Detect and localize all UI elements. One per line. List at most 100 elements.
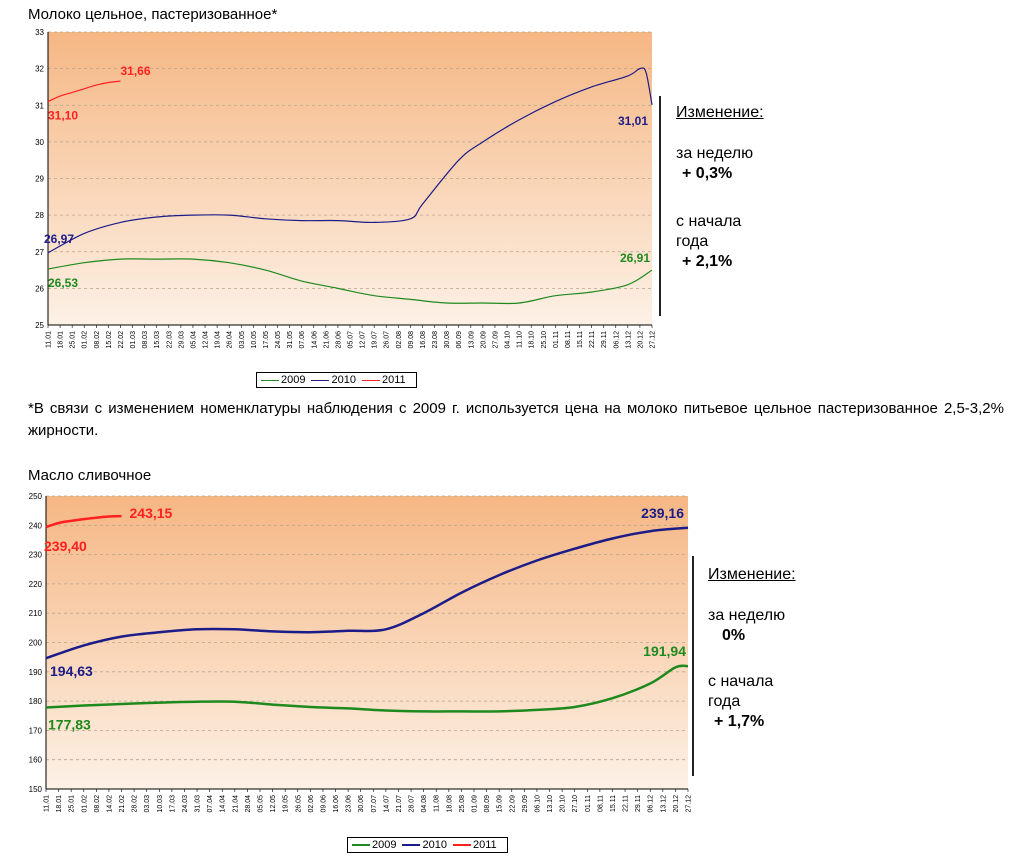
x-tick-label: 05.07 — [348, 331, 355, 349]
x-tick-label: 22.11 — [589, 331, 596, 348]
x-tick-label: 13.09 — [468, 331, 475, 349]
x-tick-label: 19.05 — [283, 795, 290, 813]
legend-label-2011: 2011 — [381, 374, 406, 386]
x-tick-label: 25.01 — [69, 795, 76, 813]
x-tick-label: 09.08 — [408, 331, 415, 349]
x-tick-label: 06.09 — [456, 331, 463, 349]
legend-swatch-2009 — [352, 844, 370, 846]
x-tick-label: 31.03 — [195, 795, 202, 813]
legend-swatch-2010 — [402, 844, 421, 846]
x-tick-label: 19.07 — [372, 331, 379, 349]
chart2-plot: 150 160 170 180 190 200 210 220 230 240 250 11.01 18… — [29, 492, 693, 813]
legend-swatch-2011 — [361, 379, 380, 381]
legend-item-2009: 2009 — [261, 373, 305, 387]
x-tick-label: 04.08 — [421, 795, 428, 813]
y-tick-label: 150 — [29, 785, 43, 794]
x-tick-label: 13.10 — [547, 795, 554, 813]
chart1-title: Молоко цельное, пастеризованное* — [28, 6, 278, 23]
x-tick-label: 22.03 — [166, 331, 173, 349]
change-header: Изменение: — [708, 566, 796, 583]
footnote: *В связи с изменением номенклатуры наблю… — [28, 400, 1004, 439]
x-tick-label: 28.02 — [132, 795, 139, 813]
x-tick-label: 20.12 — [673, 795, 680, 813]
x-tick-label: 18.01 — [58, 331, 65, 349]
y-tick-label: 32 — [35, 65, 44, 74]
x-tick-label: 23.08 — [432, 331, 439, 349]
year-label-line2: года — [676, 233, 709, 250]
x-tick-label: 11.01 — [46, 331, 53, 348]
x-tick-label: 24.03 — [182, 795, 189, 813]
x-tick-label: 29.09 — [522, 795, 529, 813]
x-tick-label: 28.04 — [245, 795, 252, 813]
y-tick-label: 27 — [35, 248, 44, 257]
x-tick-label: 08.02 — [94, 331, 101, 349]
x-tick-label: 14.07 — [383, 795, 390, 813]
x-tick-label: 25.10 — [541, 331, 548, 349]
data-label: 31,01 — [618, 114, 648, 128]
x-tick-label: 06.10 — [534, 795, 541, 813]
x-tick-label: 29.03 — [178, 331, 185, 349]
legend-label-2009: 2009 — [281, 374, 306, 386]
x-tick-label: 21.06 — [323, 331, 330, 349]
week-label: за неделю — [676, 145, 754, 162]
y-tick-label: 31 — [35, 101, 44, 110]
x-tick-label: 07.06 — [299, 331, 306, 349]
chart1-plot: 25 26 27 28 29 30 31 32 33 11.01 18.01 25.01 01.02 08… — [35, 28, 656, 349]
x-tick-label: 05.05 — [258, 795, 265, 813]
x-tick-label: 20.09 — [480, 331, 487, 349]
y-tick-label: 29 — [35, 175, 44, 184]
x-tick-label: 01.02 — [81, 795, 88, 813]
x-tick-label: 29.11 — [601, 331, 608, 348]
x-tick-label: 26.07 — [384, 331, 391, 349]
x-tick-label: 20.10 — [560, 795, 567, 813]
x-tick-label: 07.07 — [371, 795, 378, 813]
y-tick-label: 220 — [29, 580, 43, 589]
x-tick-label: 05.04 — [190, 331, 197, 349]
x-tick-label: 15.03 — [154, 331, 161, 349]
week-value: + 0,3% — [682, 165, 733, 182]
data-label: 239,40 — [44, 538, 87, 554]
x-tick-label: 03.05 — [239, 331, 246, 349]
year-label-line1: с начала — [708, 673, 774, 690]
x-tick-label: 27.12 — [650, 331, 657, 349]
x-tick-label: 17.03 — [169, 795, 176, 813]
data-label: 31,66 — [120, 64, 150, 78]
year-label-line1: с начала — [676, 213, 742, 230]
y-tick-label: 210 — [29, 609, 43, 618]
x-tick-label: 25.08 — [459, 795, 466, 813]
series-line-2009 — [45, 664, 689, 713]
x-tick-label: 30.08 — [444, 331, 451, 349]
x-tick-label: 12.04 — [203, 331, 210, 349]
x-tick-label: 27.09 — [492, 331, 499, 349]
series-line-2011 — [47, 80, 121, 103]
data-label: 177,83 — [48, 716, 91, 732]
x-tick-label: 14.04 — [220, 795, 227, 813]
x-tick-label: 09.06 — [320, 795, 327, 813]
year-label-line2: года — [708, 693, 741, 710]
data-label: 243,15 — [130, 505, 173, 521]
x-tick-label: 12.07 — [360, 331, 367, 349]
legend-item-2011: 2011 — [452, 838, 497, 852]
x-tick-label: 18.01 — [56, 795, 63, 813]
x-tick-label: 16.06 — [333, 795, 340, 813]
x-tick-label: 22.11 — [623, 795, 630, 812]
legend-item-2010: 2010 — [311, 373, 356, 387]
x-tick-label: 13.12 — [625, 331, 632, 349]
x-tick-label: 15.02 — [106, 331, 113, 349]
data-label: 194,63 — [50, 663, 93, 679]
y-tick-label: 250 — [29, 492, 43, 501]
legend-item-2011: 2011 — [361, 373, 406, 387]
x-tick-label: 10.05 — [251, 331, 258, 349]
x-tick-label: 11.10 — [517, 331, 524, 348]
x-tick-label: 27.10 — [572, 795, 579, 813]
y-tick-label: 160 — [29, 756, 43, 765]
series-line-2010 — [45, 526, 689, 660]
y-tick-label: 240 — [29, 521, 43, 530]
series-line-2010 — [47, 67, 653, 254]
x-tick-label: 14.02 — [106, 795, 113, 813]
x-tick-label: 20.12 — [637, 331, 644, 349]
legend-swatch-2011 — [452, 844, 471, 846]
x-tick-label: 14.06 — [311, 331, 318, 349]
data-label: 31,10 — [48, 109, 78, 123]
legend-item-2010: 2010 — [402, 838, 447, 852]
